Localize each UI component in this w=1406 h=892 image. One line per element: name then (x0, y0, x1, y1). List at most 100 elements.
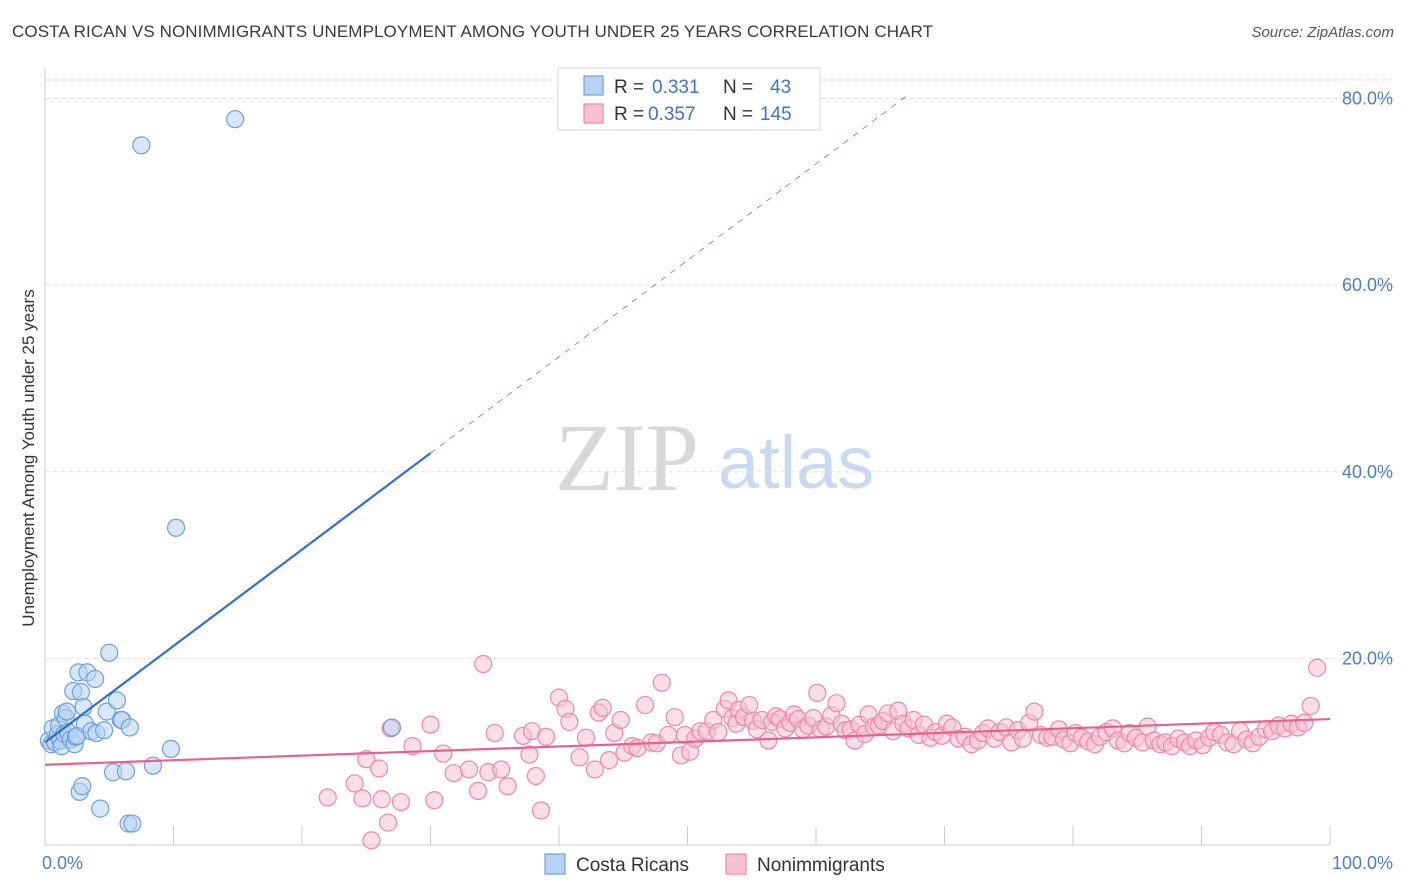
point-blue (226, 110, 245, 129)
point-pink (759, 731, 778, 750)
point-pink (485, 723, 504, 743)
point-pink (537, 727, 556, 746)
point-pink (468, 781, 488, 800)
stats-n-value-blue: 43 (770, 77, 791, 98)
point-pink (498, 777, 517, 796)
trend-line-costa-ricans (44, 452, 432, 744)
point-pink (318, 788, 337, 807)
point-pink (600, 751, 619, 770)
point-blue (91, 799, 110, 818)
y-tick-label: 60.0% (1342, 275, 1393, 295)
gridlines (45, 79, 1392, 659)
point-pink (652, 673, 671, 692)
data-points (39, 110, 1327, 850)
point-pink (1013, 729, 1032, 748)
point-pink (1308, 658, 1327, 677)
point-pink (372, 790, 391, 809)
point-pink (808, 683, 827, 703)
point-pink (520, 745, 539, 764)
point-pink (378, 813, 398, 832)
point-blue (57, 702, 76, 721)
point-blue (123, 814, 142, 833)
series-costa-ricans (39, 110, 402, 833)
point-blue (132, 136, 151, 155)
point-pink (425, 791, 444, 810)
x-tick-label-min: 0.0% (42, 853, 83, 873)
trend-line-costa-ricans-extension (430, 96, 907, 454)
legend-label-nonimmigrants: Nonimmigrants (757, 855, 885, 876)
stats-n-label-blue: N = (723, 77, 753, 98)
point-pink (459, 760, 479, 779)
point-blue (166, 518, 186, 537)
point-pink (740, 695, 759, 715)
point-pink (611, 710, 630, 730)
point-pink (635, 695, 655, 715)
trend-line-nonimmigrants (44, 717, 1331, 766)
point-pink (357, 750, 376, 769)
y-axis-label: Unemployment Among Youth under 25 years (19, 289, 38, 626)
watermark-zip: ZIP (555, 404, 699, 511)
point-blue (100, 643, 119, 662)
trend-lines (44, 96, 1331, 766)
series-legend: Costa Ricans Nonimmigrants (544, 853, 885, 876)
point-blue (120, 718, 139, 737)
point-pink (827, 694, 846, 713)
stats-n-value-pink: 145 (760, 104, 792, 125)
stats-swatch-pink (583, 103, 604, 124)
point-pink (665, 708, 684, 727)
legend-label-costa-ricans: Costa Ricans (576, 855, 689, 876)
stats-legend: R = 0.331 N = 43 R = 0.357 N = 145 (557, 67, 821, 131)
point-blue (73, 777, 92, 796)
chart-title: COSTA RICAN VS NONIMMIGRANTS UNEMPLOYMEN… (12, 22, 934, 41)
point-blue (71, 682, 91, 702)
point-blue (95, 721, 114, 740)
stats-r-value-pink: 0.357 (648, 104, 696, 125)
y-tick-label: 20.0% (1342, 648, 1393, 668)
point-pink (370, 759, 389, 778)
point-pink (391, 792, 411, 812)
point-pink (576, 728, 596, 747)
point-pink (531, 801, 551, 820)
point-pink (474, 654, 493, 674)
point-pink (1025, 702, 1044, 721)
point-pink (362, 831, 381, 850)
point-pink (403, 737, 422, 756)
point-pink (1295, 713, 1314, 732)
point-pink (709, 723, 728, 742)
chart-source: Source: ZipAtlas.com (1251, 24, 1394, 41)
point-pink (585, 760, 605, 779)
point-pink (526, 766, 545, 786)
point-blue (86, 669, 105, 689)
point-pink (345, 774, 364, 793)
x-tick-label-max: 100.0% (1332, 853, 1393, 873)
stats-n-label-pink: N = (723, 104, 753, 125)
stats-r-value-blue: 0.331 (652, 77, 700, 98)
point-pink (1301, 696, 1320, 716)
y-tick-labels: 20.0% 40.0% 60.0% 80.0% (1342, 89, 1393, 669)
point-blue (107, 691, 127, 710)
y-tick-label: 40.0% (1342, 462, 1393, 482)
y-tick-label: 80.0% (1342, 89, 1393, 109)
point-blue (116, 762, 136, 781)
point-pink (593, 698, 612, 717)
legend-swatch-costa-ricans (544, 853, 566, 875)
stats-r-label-blue: R = (614, 77, 644, 98)
point-pink (659, 725, 678, 745)
point-pink (434, 744, 453, 763)
point-pink (444, 764, 463, 783)
legend-swatch-nonimmigrants (725, 853, 747, 875)
point-pink (570, 748, 589, 767)
point-pink (492, 760, 511, 779)
point-pink (421, 715, 440, 734)
series-nonimmigrants (318, 654, 1327, 850)
x-tick-labels: 0.0% 100.0% (42, 853, 1393, 873)
watermark-atlas: atlas (718, 421, 874, 504)
point-pink (353, 789, 372, 808)
point-blue (161, 739, 181, 759)
stats-r-label-pink: R = (614, 104, 644, 125)
point-blue (382, 718, 402, 737)
stats-swatch-blue (583, 75, 604, 96)
point-blue (97, 702, 116, 721)
point-pink (560, 712, 579, 731)
